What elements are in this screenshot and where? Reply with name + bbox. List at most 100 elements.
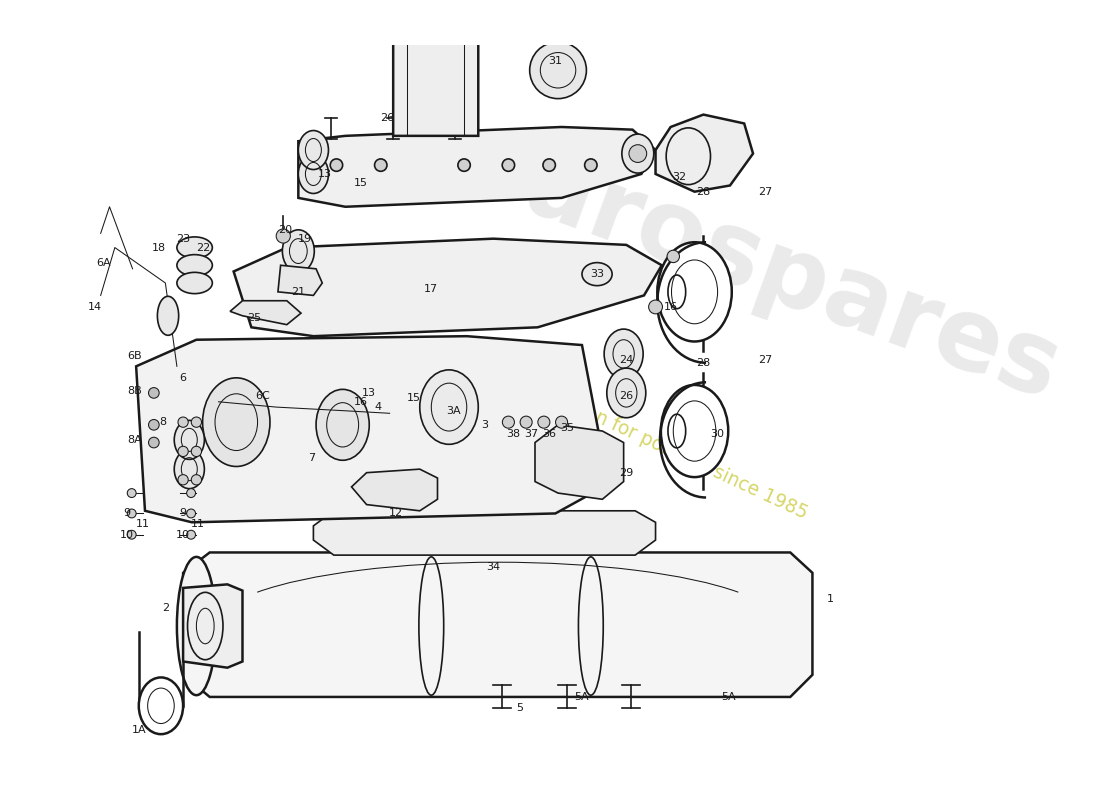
Text: 9: 9 (123, 509, 131, 518)
Text: 6A: 6A (96, 258, 111, 268)
Text: 5: 5 (516, 703, 524, 714)
Text: 11: 11 (191, 519, 206, 529)
Circle shape (191, 417, 201, 427)
Text: 13: 13 (318, 169, 332, 179)
Circle shape (191, 474, 201, 485)
Ellipse shape (298, 130, 329, 170)
Ellipse shape (607, 368, 646, 418)
Circle shape (530, 42, 586, 98)
Polygon shape (535, 425, 624, 499)
Circle shape (128, 489, 136, 498)
Text: 27: 27 (758, 355, 772, 365)
Circle shape (128, 530, 136, 539)
Circle shape (148, 387, 159, 398)
Text: 8B: 8B (126, 386, 142, 396)
Circle shape (330, 159, 343, 171)
Text: 5A: 5A (574, 692, 590, 702)
Text: 34: 34 (486, 562, 500, 572)
Text: 1: 1 (827, 594, 834, 605)
Text: 25: 25 (246, 314, 261, 323)
Text: 32: 32 (672, 172, 686, 182)
Ellipse shape (157, 296, 178, 335)
Text: 37: 37 (525, 429, 539, 438)
Text: 1A: 1A (132, 725, 146, 734)
Circle shape (543, 159, 556, 171)
Ellipse shape (202, 378, 270, 466)
Ellipse shape (177, 254, 212, 276)
Circle shape (584, 159, 597, 171)
Ellipse shape (392, 0, 484, 19)
Polygon shape (314, 510, 656, 555)
Circle shape (187, 509, 196, 518)
Circle shape (128, 509, 136, 518)
Polygon shape (352, 469, 438, 510)
Circle shape (629, 145, 647, 162)
Text: 2: 2 (162, 603, 169, 614)
Text: 22: 22 (197, 242, 210, 253)
Polygon shape (230, 301, 301, 325)
Polygon shape (393, 0, 478, 136)
Text: eurospares: eurospares (446, 114, 1072, 421)
Ellipse shape (177, 272, 212, 294)
Polygon shape (298, 127, 656, 206)
Ellipse shape (582, 262, 612, 286)
Circle shape (148, 419, 159, 430)
Polygon shape (183, 584, 242, 668)
Ellipse shape (139, 678, 183, 734)
Ellipse shape (177, 557, 216, 695)
Text: 28: 28 (696, 186, 711, 197)
Circle shape (503, 159, 515, 171)
Text: 6B: 6B (126, 350, 142, 361)
Text: 13: 13 (362, 388, 376, 398)
Text: 15: 15 (353, 178, 367, 188)
Polygon shape (233, 238, 662, 336)
Circle shape (520, 416, 532, 428)
Ellipse shape (174, 420, 205, 459)
Text: 35: 35 (560, 423, 574, 434)
Text: 17: 17 (425, 284, 439, 294)
Text: 29: 29 (619, 468, 634, 478)
Circle shape (191, 446, 201, 457)
Text: 20: 20 (278, 225, 293, 235)
Circle shape (458, 159, 471, 171)
Circle shape (178, 474, 188, 485)
Text: 38: 38 (507, 429, 520, 438)
Text: 23: 23 (176, 234, 190, 244)
Polygon shape (136, 336, 608, 522)
Circle shape (556, 416, 568, 428)
Ellipse shape (658, 242, 732, 342)
Ellipse shape (420, 370, 478, 444)
Circle shape (375, 159, 387, 171)
Circle shape (503, 416, 515, 428)
Circle shape (667, 250, 680, 262)
Ellipse shape (177, 237, 212, 258)
Text: 9: 9 (179, 509, 187, 518)
Text: 18: 18 (152, 242, 166, 253)
Circle shape (148, 438, 159, 448)
Text: 31: 31 (549, 56, 562, 66)
Text: 12: 12 (388, 509, 403, 518)
Circle shape (276, 229, 290, 243)
Text: 26: 26 (619, 390, 634, 401)
Text: 6C: 6C (255, 390, 271, 401)
Text: 19: 19 (297, 234, 311, 244)
Text: 28: 28 (696, 358, 711, 368)
Text: 4: 4 (374, 402, 382, 412)
Text: 8: 8 (160, 417, 166, 427)
Text: 30: 30 (711, 429, 725, 438)
Circle shape (538, 416, 550, 428)
Text: 3: 3 (481, 420, 488, 430)
Ellipse shape (174, 450, 205, 489)
Polygon shape (278, 266, 322, 295)
Text: 7: 7 (308, 453, 316, 462)
Polygon shape (183, 553, 813, 697)
Ellipse shape (316, 390, 370, 460)
Text: 3A: 3A (447, 406, 461, 416)
Ellipse shape (661, 385, 728, 477)
Text: 36: 36 (542, 429, 557, 438)
Circle shape (178, 446, 188, 457)
Text: 15: 15 (407, 394, 420, 403)
Ellipse shape (283, 230, 315, 272)
Ellipse shape (621, 134, 653, 173)
Text: 10: 10 (176, 530, 190, 540)
